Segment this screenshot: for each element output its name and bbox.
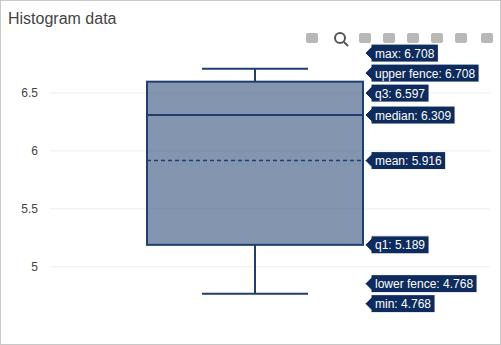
hover-label-text: q3: 6.597 [375,87,425,101]
modebar-icon [344,42,348,46]
modebar-icon [455,33,467,43]
hover-label: q1: 5.189 [365,236,429,254]
hover-label-text: min: 4.768 [375,297,431,311]
hover-label-bg [365,44,438,62]
mean-line [147,160,363,162]
modebar-icon [306,33,318,43]
hover-label-bg [365,275,477,293]
hover-label: median: 6.309 [365,106,455,124]
hover-label-bg [365,295,435,313]
y-tick-label: 6 [31,144,38,158]
chart-svg: Histogram data 5 5.5 6 6.5 max: 6.708 upper fe… [0,0,501,345]
hover-label-text: max: 6.708 [375,47,435,61]
modebar-icon [481,33,493,43]
median-line [147,114,363,116]
hover-label-bg [365,152,446,170]
hover-label-bg [365,84,429,102]
modebar-icon [407,33,419,43]
modebar-icon [431,33,443,43]
hover-label: upper fence: 6.708 [365,64,479,82]
hover-label: min: 4.768 [365,295,435,313]
y-tick-label: 5.5 [21,202,38,216]
upper-cap [202,68,308,70]
hover-label: mean: 5.916 [365,152,446,170]
hover-label-bg [365,64,479,82]
y-tick-labels: 5 5.5 6 6.5 [21,86,38,274]
modebar-icon [359,33,371,43]
upper-whisker [254,69,256,82]
hover-label-text: lower fence: 4.768 [375,277,473,291]
box-q1-q3 [147,82,363,245]
hover-label-bg [365,106,455,124]
modebar-icon [335,33,345,43]
y-tick-label: 5 [31,260,38,274]
hover-label-text: median: 6.309 [375,109,451,123]
modebar-icon [383,33,395,43]
hover-label: max: 6.708 [365,44,438,62]
lower-whisker [254,245,256,294]
lower-cap [202,293,308,295]
chart-title: Histogram data [8,10,117,27]
hover-label-text: q1: 5.189 [375,238,425,252]
y-tick-label: 6.5 [21,86,38,100]
hover-label-text: mean: 5.916 [375,154,442,168]
hover-label-text: upper fence: 6.708 [375,67,475,81]
grid-line [50,266,490,267]
hover-label: q3: 6.597 [365,84,429,102]
hover-labels: max: 6.708 upper fence: 6.708 q3: 6.597 med… [365,44,479,313]
hover-label-bg [365,236,429,254]
box-marks [147,69,363,294]
hover-label: lower fence: 4.768 [365,275,477,293]
